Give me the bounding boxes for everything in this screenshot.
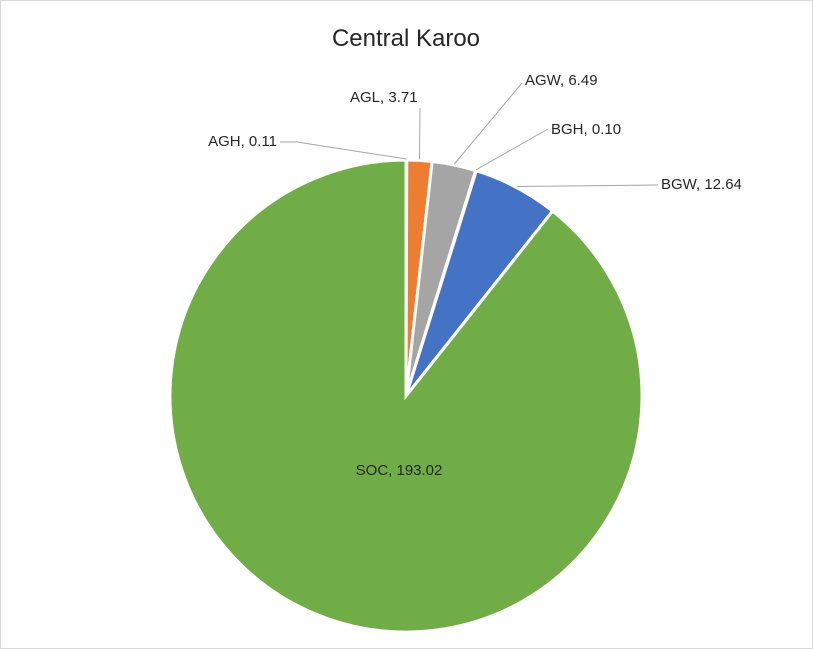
- data-label-soc: SOC, 193.02: [356, 462, 443, 479]
- data-label-bgh: BGH, 0.10: [551, 121, 621, 138]
- leader-line-agh: [280, 141, 407, 160]
- pie-slices: [168, 158, 644, 634]
- data-label-agw: AGW, 6.49: [525, 72, 598, 89]
- data-label-agh: AGH, 0.11: [208, 133, 277, 150]
- pie-slice-soc: [168, 158, 644, 634]
- data-label-bgw: BGW, 12.64: [661, 176, 742, 193]
- leader-line-bgw: [516, 184, 659, 187]
- data-label-agl: AGL, 3.71: [350, 89, 418, 106]
- leader-lines: [280, 82, 659, 187]
- leader-line-agw: [453, 82, 523, 165]
- leader-line-agl: [419, 107, 421, 160]
- leader-line-bgh: [476, 128, 549, 171]
- chart-title: Central Karoo: [332, 25, 480, 52]
